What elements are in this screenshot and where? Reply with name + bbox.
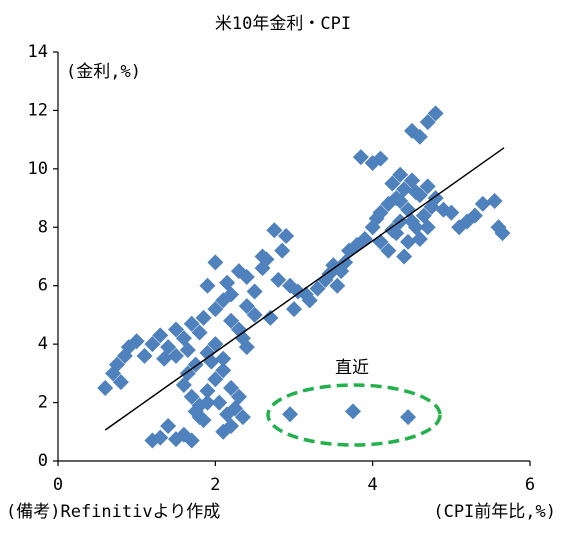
data-point <box>321 266 338 283</box>
annotation: 直近 <box>335 358 369 378</box>
data-point <box>152 429 169 446</box>
data-point <box>223 417 240 434</box>
data-point <box>411 128 428 145</box>
data-point <box>419 114 436 131</box>
data-point <box>207 254 224 271</box>
data-point <box>160 339 177 356</box>
data-point <box>419 178 436 195</box>
data-point <box>400 233 417 250</box>
data-point <box>234 409 251 426</box>
data-point <box>486 192 503 209</box>
data-point <box>207 301 224 318</box>
data-point <box>494 225 511 242</box>
data-point <box>345 403 361 420</box>
data-point <box>396 248 413 265</box>
data-point <box>199 277 216 294</box>
data-point <box>427 105 444 122</box>
y-tick-label: 6 <box>38 276 48 296</box>
data-point <box>400 409 417 426</box>
data-point <box>286 301 302 318</box>
x-tick-label: 6 <box>525 475 535 495</box>
highlight-ellipse <box>266 383 442 447</box>
data-point <box>183 388 200 405</box>
x-tick-label: 4 <box>368 475 378 495</box>
data-point <box>392 192 409 209</box>
data-point <box>372 204 389 221</box>
y-tick-label: 0 <box>38 451 48 471</box>
data-point <box>215 350 232 367</box>
data-point <box>274 242 291 259</box>
data-point <box>152 327 169 344</box>
data-point <box>388 225 405 242</box>
data-point <box>380 242 397 259</box>
data-point <box>262 309 279 326</box>
data-point <box>199 394 216 411</box>
data-point <box>352 149 369 166</box>
data-point <box>466 207 483 224</box>
data-point <box>160 417 177 434</box>
data-point <box>215 292 232 309</box>
data-point <box>207 371 224 388</box>
y-axis-label: (金利,%) <box>66 62 141 82</box>
data-point <box>404 172 420 189</box>
data-point <box>168 321 184 338</box>
source-note: (備考)Refinitivより作成 <box>6 502 220 522</box>
data-point <box>223 312 240 329</box>
chart-title: 米10年金利・CPI <box>215 14 351 34</box>
data-point <box>191 409 208 426</box>
data-point <box>270 271 287 288</box>
data-point <box>136 347 153 364</box>
data-point <box>246 306 263 323</box>
data-point <box>329 277 346 294</box>
data-point <box>246 283 263 300</box>
data-point <box>109 356 125 373</box>
data-point <box>419 219 436 236</box>
data-point <box>211 394 228 411</box>
data-point <box>372 150 389 167</box>
data-point <box>238 298 255 315</box>
data-point <box>179 341 196 358</box>
y-tick-label: 8 <box>38 217 48 237</box>
data-point <box>230 388 247 405</box>
data-point <box>168 347 184 364</box>
data-point <box>278 228 295 245</box>
data-point <box>199 344 216 361</box>
x-tick-label: 0 <box>53 475 63 495</box>
y-tick-label: 10 <box>28 159 48 179</box>
y-tick-label: 4 <box>38 334 48 354</box>
x-tick-label: 2 <box>210 475 220 495</box>
data-point <box>411 230 428 247</box>
data-point <box>404 213 420 230</box>
y-tick-label: 12 <box>28 100 48 120</box>
data-point <box>282 406 299 423</box>
data-point <box>112 374 129 391</box>
data-point <box>309 280 326 297</box>
data-point <box>183 432 200 449</box>
data-point <box>451 219 468 236</box>
data-point <box>215 362 232 379</box>
data-point <box>207 336 224 353</box>
x-axis-label: (CPI前年比,%) <box>433 502 556 522</box>
data-point <box>234 330 251 347</box>
trend-line <box>104 147 505 431</box>
data-point <box>258 251 275 268</box>
data-point <box>195 309 212 326</box>
y-tick-label: 2 <box>38 393 48 413</box>
data-point <box>199 382 216 399</box>
data-point <box>144 336 161 353</box>
y-tick-label: 14 <box>28 42 48 62</box>
data-point <box>384 175 401 192</box>
data-point <box>219 274 236 291</box>
data-point <box>230 263 247 280</box>
data-point <box>223 379 240 396</box>
data-point <box>443 204 460 221</box>
data-point <box>183 315 200 332</box>
data-point <box>128 333 145 350</box>
data-point <box>266 222 283 239</box>
data-point <box>392 166 409 183</box>
data-point <box>97 379 114 396</box>
data-point <box>191 324 208 341</box>
data-point <box>474 195 491 212</box>
